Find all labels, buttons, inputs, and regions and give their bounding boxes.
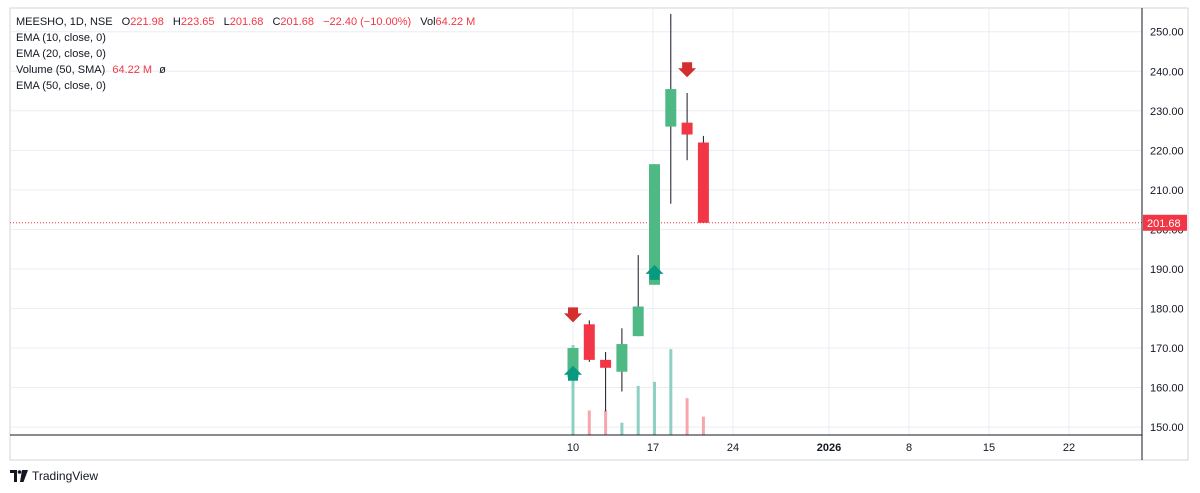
volume-bar [587, 410, 591, 435]
candle-body [697, 142, 709, 223]
volume-label: Vol [420, 16, 436, 28]
low-value: 201.68 [229, 16, 264, 28]
volume-bars [571, 345, 705, 435]
open-value: 221.98 [130, 16, 164, 28]
tradingview-brand: TradingView [32, 469, 99, 483]
indicator-ema20[interactable]: EMA (20, close, 0) [16, 48, 106, 60]
close-value: 201.68 [280, 16, 315, 28]
sell-arrow-icon [678, 62, 697, 78]
buy-arrow-icon [645, 264, 664, 280]
candle-body [616, 344, 628, 372]
last-price-label: 201.68 [1147, 218, 1181, 230]
volume-bar [571, 345, 575, 435]
candle-body [567, 348, 579, 378]
candle-body [583, 324, 595, 360]
y-tick-label: 190.00 [1150, 264, 1184, 276]
volume-bar [685, 398, 689, 435]
y-tick-label: 180.00 [1150, 303, 1184, 315]
x-tick-label: 24 [727, 442, 739, 454]
tradingview-footer[interactable]: TradingView [10, 469, 98, 483]
indicator-ema50[interactable]: EMA (50, close, 0) [16, 80, 106, 92]
indicator-volume-label: Volume (50, SMA) [16, 64, 106, 76]
buy-arrow-icon [564, 365, 582, 381]
y-tick-label: 160.00 [1150, 383, 1184, 395]
candle-body [632, 306, 644, 337]
chart-frame [9, 7, 1189, 461]
volume-bar [636, 385, 640, 435]
y-tick-label: 240.00 [1150, 66, 1184, 78]
volume-bar [604, 410, 608, 435]
candle-body [681, 122, 693, 135]
tradingview-logo-icon [10, 470, 28, 482]
y-tick-label: 250.00 [1150, 27, 1184, 39]
sell-arrow-icon [564, 307, 582, 323]
x-tick-label: 2026 [817, 442, 841, 454]
y-tick-label: 210.00 [1150, 185, 1184, 197]
high-label: H [172, 16, 181, 28]
x-tick-label: 8 [906, 442, 912, 454]
y-tick-label: 230.00 [1150, 106, 1184, 118]
change-value: −22.40 (−10.00%) [323, 16, 412, 28]
indicator-volume-value: 64.22 M [112, 64, 153, 76]
volume-bar [669, 349, 673, 435]
open-label: O [121, 16, 131, 28]
y-tick-label: 150.00 [1150, 422, 1184, 434]
candle-body [600, 359, 612, 368]
indicator-volume-suffix: ø [159, 64, 166, 76]
close-label: C [272, 16, 281, 28]
x-tick-label: 17 [647, 442, 659, 454]
volume-bar [653, 381, 656, 435]
x-tick-label: 22 [1063, 442, 1075, 454]
high-value: 223.65 [180, 16, 215, 28]
candlesticks [567, 13, 709, 412]
last-price-tag [1143, 214, 1187, 231]
x-tick-label: 10 [567, 442, 579, 454]
y-tick-label: 220.00 [1150, 145, 1184, 157]
volume-bar [620, 422, 624, 435]
indicator-ema10[interactable]: EMA (10, close, 0) [16, 32, 106, 44]
volume-bar [701, 416, 705, 435]
x-tick-label: 15 [983, 442, 995, 454]
volume-value: 64.22 M [435, 16, 476, 28]
candle-body [649, 164, 660, 285]
chart-axes: 150.00160.00170.00180.00190.00200.00210.… [10, 8, 1187, 460]
signal-markers [564, 62, 697, 381]
candle-body [665, 89, 677, 127]
indicator-volume[interactable]: Volume (50, SMA) 64.22 M ø [16, 62, 475, 78]
low-label: L [223, 16, 230, 28]
y-tick-label: 170.00 [1150, 343, 1184, 355]
ohlc-row: MEESHO, 1D, NSE O221.98 H223.65 L201.68 … [16, 14, 475, 30]
chart-legend: MEESHO, 1D, NSE O221.98 H223.65 L201.68 … [16, 14, 475, 94]
symbol-label[interactable]: MEESHO, 1D, NSE [16, 16, 113, 28]
